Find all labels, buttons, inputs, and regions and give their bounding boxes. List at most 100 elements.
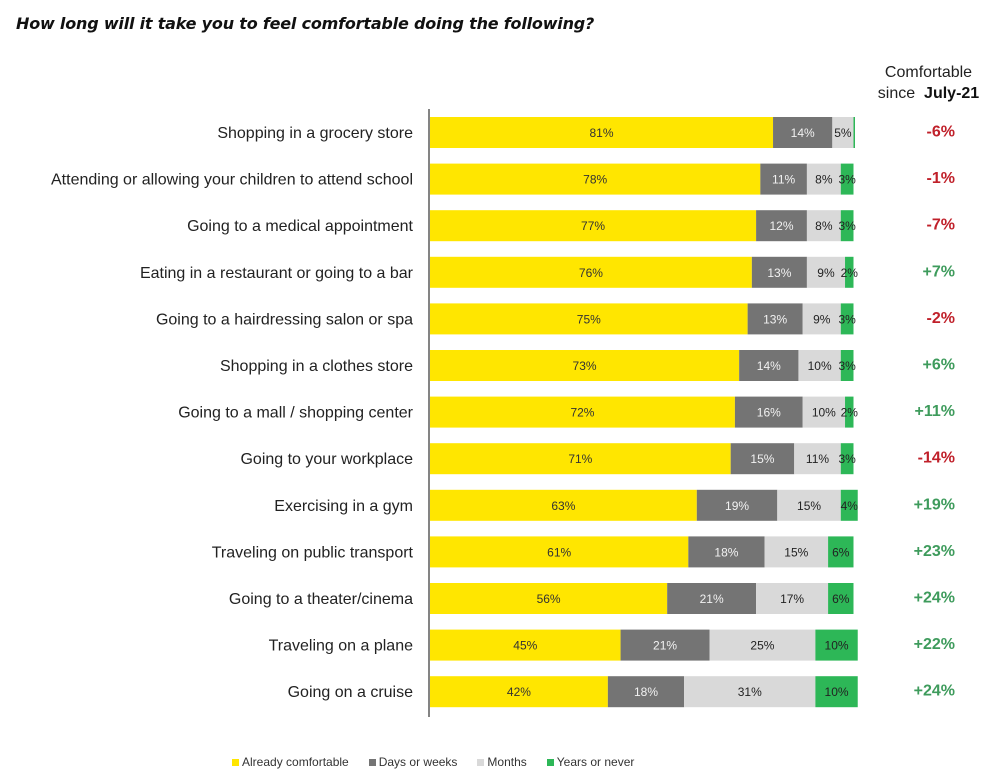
bar-value-label: 75% xyxy=(577,312,601,326)
bar-value-label: 3% xyxy=(838,219,856,233)
change-value: +23% xyxy=(914,543,955,560)
bar-segment xyxy=(777,489,841,521)
bar-segment xyxy=(756,583,829,614)
bar-value-label: 18% xyxy=(714,545,738,559)
bar-segment xyxy=(430,117,774,148)
chart-title: How long will it take you to feel comfor… xyxy=(16,14,595,33)
bar-value-label: 15% xyxy=(797,499,821,513)
change-value: +24% xyxy=(914,590,955,607)
bar-segment xyxy=(828,536,854,568)
bar-segment xyxy=(828,583,854,614)
bar-segment xyxy=(430,583,668,614)
category-label: Traveling on public transport xyxy=(212,544,414,561)
bar-segment xyxy=(730,443,795,475)
legend-swatch xyxy=(232,758,239,766)
legend-label: Days or weeks xyxy=(378,755,458,769)
change-header-prefix: since xyxy=(877,85,916,102)
bar-value-label: 11% xyxy=(772,173,795,187)
bar-value-label: 2% xyxy=(841,266,859,280)
bar-segment xyxy=(815,676,858,708)
bar-value-label: 81% xyxy=(590,126,614,140)
bar-segment xyxy=(832,117,854,148)
category-label: Traveling on a plane xyxy=(269,638,413,655)
bar-value-label: 6% xyxy=(832,592,850,606)
bar-segment xyxy=(688,536,765,568)
bar-value-label: 15% xyxy=(750,452,774,466)
bar-value-label: 3% xyxy=(838,173,856,187)
bar-segment xyxy=(773,117,833,148)
bar-segment xyxy=(430,163,761,195)
bar-value-label: 9% xyxy=(813,312,831,326)
bar-segment xyxy=(806,256,846,288)
bar-segment xyxy=(430,536,689,568)
bar-segment xyxy=(696,489,778,521)
bar-segment xyxy=(430,396,735,428)
category-label: Eating in a restaurant or going to a bar xyxy=(140,265,414,282)
bar-segment xyxy=(684,676,816,708)
legend: Already comfortable Days or weeks Months Ye… xyxy=(232,755,634,769)
legend-item: Already comfortable xyxy=(232,755,349,769)
bar-segment xyxy=(751,256,807,288)
legend-item: Days or weeks xyxy=(368,755,458,769)
bar-segment xyxy=(756,210,807,242)
bar-value-label: 8% xyxy=(815,219,833,233)
change-value: +7% xyxy=(923,263,955,280)
bar-segment xyxy=(802,396,846,428)
bar-value-label: 25% xyxy=(750,639,774,653)
bar-segment xyxy=(806,210,841,242)
bar-value-label: 16% xyxy=(757,406,781,420)
bar-value-label: 3% xyxy=(838,312,856,326)
bar-value-label: 10% xyxy=(808,359,832,373)
change-value: +24% xyxy=(914,683,955,700)
bar-segment xyxy=(747,303,803,335)
category-label: Exercising in a gym xyxy=(274,498,413,515)
bar-segment xyxy=(620,629,710,661)
legend-label: Years or never xyxy=(556,755,635,769)
bar-value-label: 13% xyxy=(767,266,791,280)
bar-value-label: 76% xyxy=(579,266,603,280)
bar-value-label: 14% xyxy=(791,126,815,140)
bar-value-label: 4% xyxy=(841,499,859,513)
bar-value-label: 14% xyxy=(757,359,781,373)
bar-value-label: 10% xyxy=(812,406,836,420)
bar-value-label: 72% xyxy=(570,406,594,420)
bar-segment xyxy=(430,256,752,288)
category-label: Going to a medical appointment xyxy=(187,218,413,235)
bar-segment xyxy=(845,256,854,288)
bar-value-label: 63% xyxy=(551,499,575,513)
bar-segment xyxy=(840,443,854,475)
legend-swatch xyxy=(368,758,376,766)
change-value: -1% xyxy=(927,170,955,187)
bar-value-label: 61% xyxy=(547,545,571,559)
legend-item: Months xyxy=(477,755,527,769)
bar-value-label: 9% xyxy=(817,266,835,280)
bar-value-label: 18% xyxy=(634,685,658,699)
category-label: Shopping in a clothes store xyxy=(220,358,413,375)
change-value: -6% xyxy=(927,124,955,141)
change-value: +19% xyxy=(914,496,955,513)
bar-value-label: 42% xyxy=(507,685,531,699)
bar-segment xyxy=(840,350,854,381)
category-label: Going to a mall / shopping center xyxy=(178,405,413,422)
legend-item: Years or never xyxy=(546,755,635,769)
bar-segment xyxy=(430,629,621,661)
category-label: Going to a theater/cinema xyxy=(229,591,413,608)
bar-segment xyxy=(840,303,854,335)
change-header-line1: Comfortable xyxy=(884,64,973,81)
bar-segment xyxy=(430,350,740,381)
bar-value-label: 73% xyxy=(573,359,597,373)
bar-value-label: 3% xyxy=(838,452,856,466)
change-value: -7% xyxy=(927,217,955,234)
category-label: Going on a cruise xyxy=(288,684,414,701)
bar-value-label: 11% xyxy=(806,452,829,466)
bar-value-label: 56% xyxy=(537,592,561,606)
bar-segment xyxy=(840,210,854,242)
bar-value-label: 8% xyxy=(815,173,833,187)
legend-label: Months xyxy=(487,755,527,769)
change-column-header: Comfortable since July-21 xyxy=(862,62,995,104)
bar-segment xyxy=(430,303,748,335)
bar-segment xyxy=(709,629,816,661)
category-label: Attending or allowing your children to a… xyxy=(51,172,413,189)
bar-segment xyxy=(430,676,608,708)
bar-value-label: 13% xyxy=(763,312,787,326)
